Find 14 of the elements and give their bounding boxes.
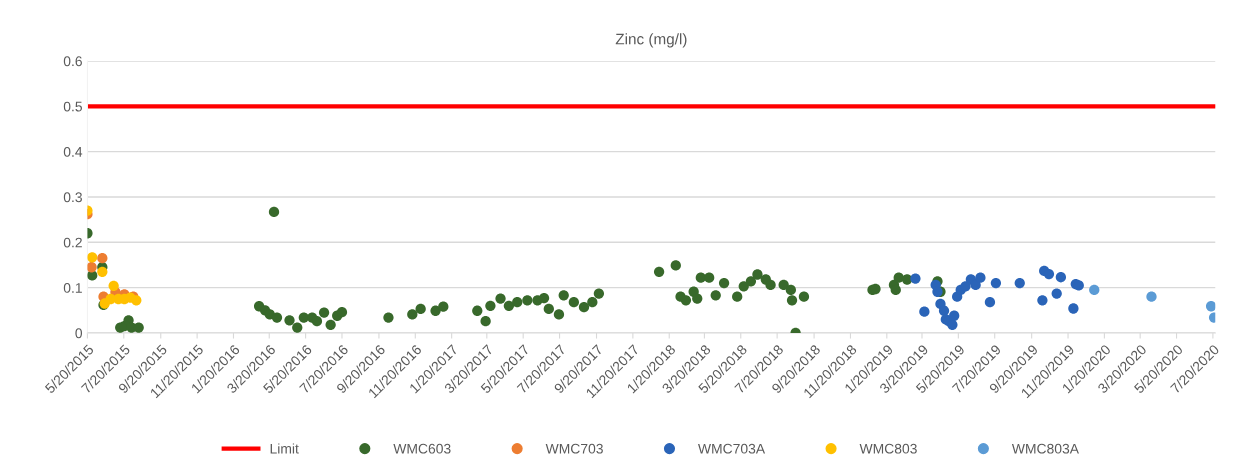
- y-tick-label: 0.5: [63, 101, 82, 112]
- y-tick-label: 0.4: [63, 146, 83, 157]
- y-tick-label: 0.6: [63, 56, 82, 67]
- y-tick-label: 0.1: [63, 282, 82, 293]
- legend-label: WMC603: [393, 443, 451, 454]
- legend-label: WMC703: [545, 443, 603, 454]
- y-tick-label: 0.3: [63, 192, 82, 203]
- legend-label: WMC803: [859, 443, 917, 454]
- y-tick-label: 0: [75, 328, 83, 339]
- legend-label: WMC803A: [1011, 443, 1079, 454]
- chart-title: Zinc (mg/l): [615, 33, 687, 48]
- y-tick-label: 0.2: [63, 237, 82, 248]
- legend-label: WMC703A: [698, 443, 766, 454]
- legend-label: Limit: [270, 443, 299, 454]
